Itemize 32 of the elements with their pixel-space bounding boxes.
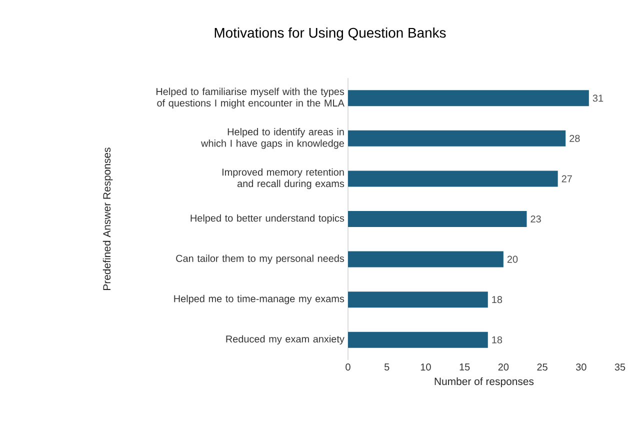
chart-title: Motivations for Using Question Banks bbox=[214, 28, 446, 41]
bar bbox=[348, 292, 488, 308]
y-tick-label: Improved memory retention and recall during exams bbox=[222, 168, 344, 190]
bar bbox=[348, 90, 589, 106]
x-tick-label: 35 bbox=[614, 364, 626, 371]
x-axis-title: Number of responses bbox=[434, 377, 534, 388]
y-tick-label: Reduced my exam anxiety bbox=[226, 335, 344, 344]
bar bbox=[348, 251, 504, 268]
data-label: 27 bbox=[562, 175, 572, 182]
x-tick-label: 5 bbox=[384, 364, 390, 370]
y-tick-label: Can tailor them to my personal needs bbox=[176, 254, 344, 264]
data-label: 18 bbox=[492, 336, 502, 344]
y-tick-label: Helped to better understand topics bbox=[190, 214, 344, 224]
data-label: 20 bbox=[507, 256, 518, 263]
data-label: 18 bbox=[492, 296, 502, 304]
data-label: 28 bbox=[570, 134, 580, 142]
bar bbox=[348, 170, 558, 187]
y-axis-title: Predefined Answer Responses bbox=[102, 148, 113, 290]
bar bbox=[348, 211, 527, 228]
x-tick-label: 10 bbox=[420, 364, 431, 371]
x-tick-label: 30 bbox=[576, 364, 586, 371]
bar bbox=[348, 332, 488, 348]
x-tick-label: 0 bbox=[346, 364, 350, 371]
x-tick-label: 20 bbox=[498, 364, 509, 371]
bar bbox=[348, 130, 566, 146]
x-tick-label: 15 bbox=[460, 364, 470, 370]
y-tick-label: Helped to familiarise myself with the types of questions I might encounter in the MLA bbox=[156, 88, 344, 109]
data-label: 31 bbox=[592, 94, 604, 102]
x-tick-label: 25 bbox=[537, 364, 548, 371]
y-tick-label: Helped me to time-manage my exams bbox=[174, 294, 344, 304]
y-tick-label: Helped to identify areas in which I have gaps in knowledge bbox=[201, 128, 344, 149]
data-label: 23 bbox=[530, 215, 541, 223]
